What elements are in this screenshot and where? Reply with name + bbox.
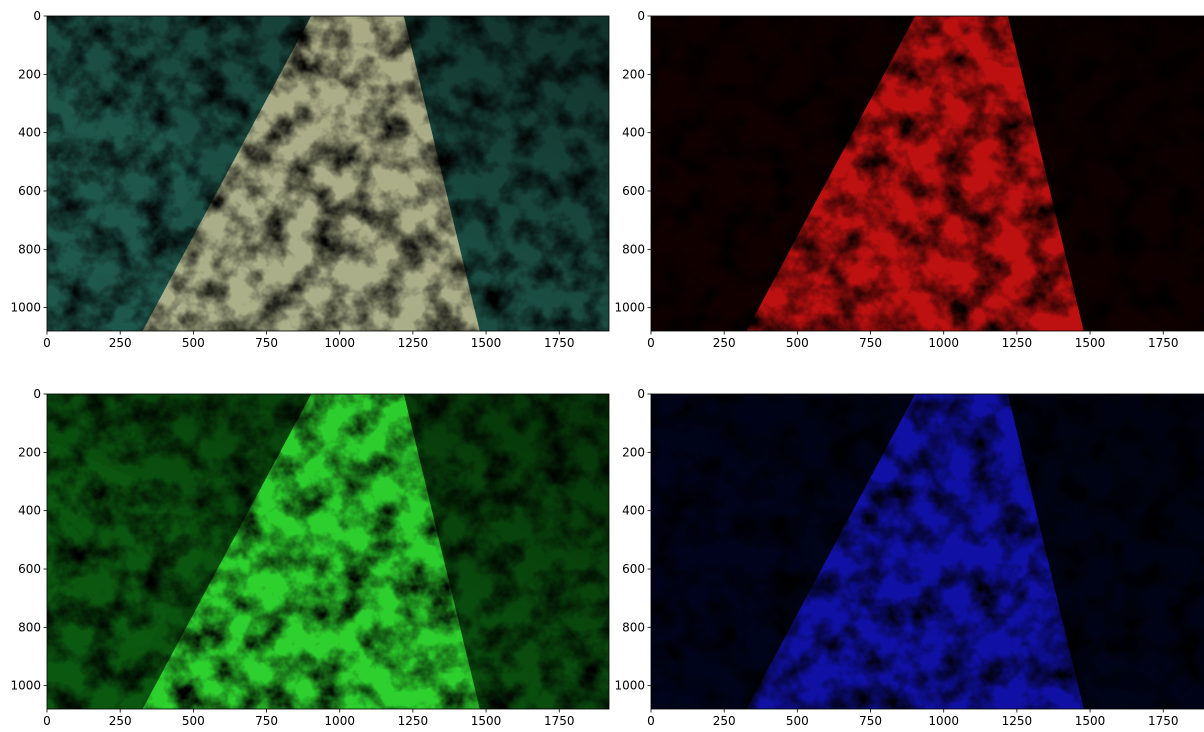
- axes-frame: [46, 393, 610, 710]
- x-tick-label: 1000: [324, 336, 355, 350]
- x-tick-label: 1000: [928, 336, 959, 350]
- x-tick-label: 1250: [398, 714, 429, 728]
- x-tick-label: 1750: [544, 336, 575, 350]
- image-texture: [651, 394, 1204, 709]
- y-tick-label: 200: [622, 67, 645, 81]
- x-tick-label: 750: [859, 714, 882, 728]
- y-tick-label: 600: [622, 562, 645, 576]
- x-tick-label: 1250: [1002, 714, 1033, 728]
- y-tick-label: 0: [637, 387, 645, 401]
- y-tick-label: 400: [622, 126, 645, 140]
- y-tick-label: 800: [18, 242, 41, 256]
- x-tick-label: 250: [713, 714, 736, 728]
- y-tick-label: 200: [622, 445, 645, 459]
- x-tick-label: 750: [255, 714, 278, 728]
- x-tick-label: 1750: [1148, 336, 1179, 350]
- y-tick-label: 400: [18, 126, 41, 140]
- x-tick-label: 1750: [544, 714, 575, 728]
- image-texture: [47, 394, 609, 709]
- y-tick-label: 800: [622, 620, 645, 634]
- x-tick-label: 500: [786, 714, 809, 728]
- x-tick-label: 1500: [1075, 714, 1106, 728]
- y-tick-label: 200: [18, 67, 41, 81]
- x-tick-label: 250: [109, 336, 132, 350]
- image: [651, 394, 1204, 709]
- y-tick-label: 800: [622, 242, 645, 256]
- x-tick-label: 1500: [471, 336, 502, 350]
- image: [47, 16, 609, 331]
- x-tick-label: 500: [786, 336, 809, 350]
- y-tick-label: 0: [33, 387, 41, 401]
- axes-frame: [650, 15, 1204, 332]
- y-tick-label: 1000: [10, 301, 41, 315]
- x-tick-label: 1000: [324, 714, 355, 728]
- x-tick-label: 250: [713, 336, 736, 350]
- axes-frame: [650, 393, 1204, 710]
- x-tick-label: 1500: [1075, 336, 1106, 350]
- y-tick-label: 0: [637, 9, 645, 23]
- y-tick-label: 600: [18, 562, 41, 576]
- y-tick-label: 200: [18, 445, 41, 459]
- x-tick-label: 750: [255, 336, 278, 350]
- y-tick-label: 600: [622, 184, 645, 198]
- y-tick-label: 1000: [10, 679, 41, 693]
- x-tick-label: 0: [647, 336, 655, 350]
- x-tick-label: 0: [43, 336, 51, 350]
- axes-frame: [46, 15, 610, 332]
- y-tick-label: 600: [18, 184, 41, 198]
- x-tick-label: 0: [43, 714, 51, 728]
- x-tick-label: 0: [647, 714, 655, 728]
- x-tick-label: 250: [109, 714, 132, 728]
- y-tick-label: 400: [18, 504, 41, 518]
- y-tick-label: 400: [622, 504, 645, 518]
- x-tick-label: 500: [182, 714, 205, 728]
- image-texture: [47, 16, 609, 331]
- x-tick-label: 500: [182, 336, 205, 350]
- x-tick-label: 1500: [471, 714, 502, 728]
- y-tick-label: 1000: [614, 301, 645, 315]
- x-tick-label: 1000: [928, 714, 959, 728]
- x-tick-label: 750: [859, 336, 882, 350]
- y-tick-label: 1000: [614, 679, 645, 693]
- y-tick-label: 800: [18, 620, 41, 634]
- x-tick-label: 1250: [1002, 336, 1033, 350]
- image: [651, 16, 1204, 331]
- image-texture: [651, 16, 1204, 331]
- y-tick-label: 0: [33, 9, 41, 23]
- x-tick-label: 1250: [398, 336, 429, 350]
- x-tick-label: 1750: [1148, 714, 1179, 728]
- image: [47, 394, 609, 709]
